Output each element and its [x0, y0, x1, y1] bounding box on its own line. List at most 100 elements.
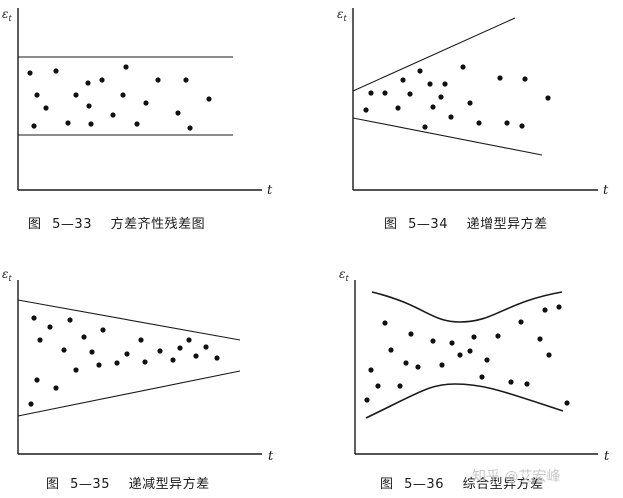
residual-point — [186, 337, 192, 343]
caption-prefix: 图 — [28, 217, 42, 232]
caption-prefix: 图 — [46, 477, 60, 492]
residual-point — [157, 348, 163, 354]
residual-point — [542, 307, 548, 313]
residual-point — [375, 383, 381, 389]
residual-point — [120, 92, 126, 98]
residual-point — [363, 107, 369, 113]
residual-point — [187, 125, 193, 131]
residual-point — [27, 70, 33, 76]
caption-number: 5—36 — [404, 477, 444, 492]
residual-point — [368, 367, 374, 373]
residual-point — [460, 64, 466, 70]
residual-point — [427, 81, 433, 87]
residual-point — [110, 112, 116, 118]
residual-point — [479, 374, 485, 380]
residual-point — [457, 352, 463, 358]
caption-title: 方差齐性残差图 — [110, 217, 206, 232]
residual-point — [47, 324, 53, 330]
residual-point — [37, 337, 43, 343]
caption-title: 递减型异方差 — [128, 477, 210, 492]
residual-point — [397, 383, 403, 389]
residual-point — [497, 75, 503, 81]
residual-point — [408, 331, 414, 337]
residual-point — [467, 348, 473, 354]
residual-point — [34, 377, 40, 383]
residual-point — [53, 68, 59, 74]
figure-caption-5-33: 图 5—33 方差齐性残差图 — [28, 213, 205, 232]
residual-point — [388, 347, 394, 353]
upper-boundary-curve — [371, 291, 563, 323]
residual-point — [43, 105, 49, 111]
residual-point — [439, 362, 445, 368]
panel-homoscedastic: εt t — [2, 7, 273, 198]
figure-caption-5-35: 图 5—35 递减型异方差 — [46, 473, 210, 492]
residual-point — [31, 123, 37, 129]
residual-point — [467, 100, 473, 106]
residual-points — [364, 304, 570, 406]
y-axis-label: εt — [337, 7, 347, 23]
residual-point — [175, 110, 181, 116]
watermark: 知乎 @艾宏峰 — [472, 469, 561, 485]
residual-point — [73, 92, 79, 98]
residual-point — [400, 77, 406, 83]
residual-point — [123, 64, 129, 70]
figure-caption-5-34: 图 5—34 递增型异方差 — [384, 213, 548, 232]
caption-number: 5—35 — [70, 477, 110, 492]
residual-point — [518, 319, 524, 325]
residual-point — [382, 320, 388, 326]
y-axis-label: εt — [339, 267, 349, 283]
residual-point — [564, 400, 570, 406]
residual-point — [28, 401, 34, 407]
caption-prefix: 图 — [384, 217, 398, 232]
residual-point — [138, 337, 144, 343]
y-axis-label: εt — [2, 7, 12, 23]
residual-point — [368, 90, 374, 96]
residual-point — [537, 336, 543, 342]
residual-point — [85, 80, 91, 86]
residual-point — [86, 103, 92, 109]
residual-point — [430, 338, 436, 344]
residual-point — [134, 121, 140, 127]
caption-title: 综合型异方差 — [462, 477, 544, 492]
residual-point — [495, 333, 501, 339]
residual-point — [448, 114, 454, 120]
residual-point — [193, 353, 199, 359]
residual-point — [31, 315, 37, 321]
residual-point — [61, 347, 67, 353]
residual-point — [214, 355, 220, 361]
figure-caption-5-36: 图 5—36 综合型异方差 — [380, 473, 544, 492]
residual-point — [471, 334, 477, 340]
lower-boundary-line — [352, 117, 543, 156]
x-axis-label: t — [268, 449, 274, 464]
residual-point — [100, 327, 106, 333]
x-axis-label: t — [267, 183, 273, 198]
residual-point — [524, 381, 530, 387]
residual-point — [177, 345, 183, 351]
residual-point — [546, 352, 552, 358]
residual-point — [34, 92, 40, 98]
residual-point — [96, 362, 102, 368]
residual-point — [382, 90, 388, 96]
caption-number: 5—33 — [52, 217, 92, 232]
y-axis-label: εt — [2, 267, 12, 283]
caption-number: 5—34 — [408, 217, 448, 232]
residual-point — [519, 123, 525, 129]
upper-boundary-line — [17, 299, 241, 341]
residual-point — [170, 357, 176, 363]
residual-point — [438, 94, 444, 100]
residual-point — [206, 96, 212, 102]
residual-point — [183, 77, 189, 83]
residual-point — [73, 367, 79, 373]
residual-point — [504, 120, 510, 126]
panel-combined: εt t — [339, 267, 610, 464]
residual-point — [114, 360, 120, 366]
residual-point — [522, 76, 528, 82]
residual-point — [395, 105, 401, 111]
residual-point — [442, 81, 448, 87]
residual-point — [422, 124, 428, 130]
panel-increasing: εt t — [337, 7, 609, 198]
residual-point — [417, 68, 423, 74]
residual-point — [65, 120, 71, 126]
residual-point — [415, 364, 421, 370]
residual-points — [28, 315, 220, 407]
